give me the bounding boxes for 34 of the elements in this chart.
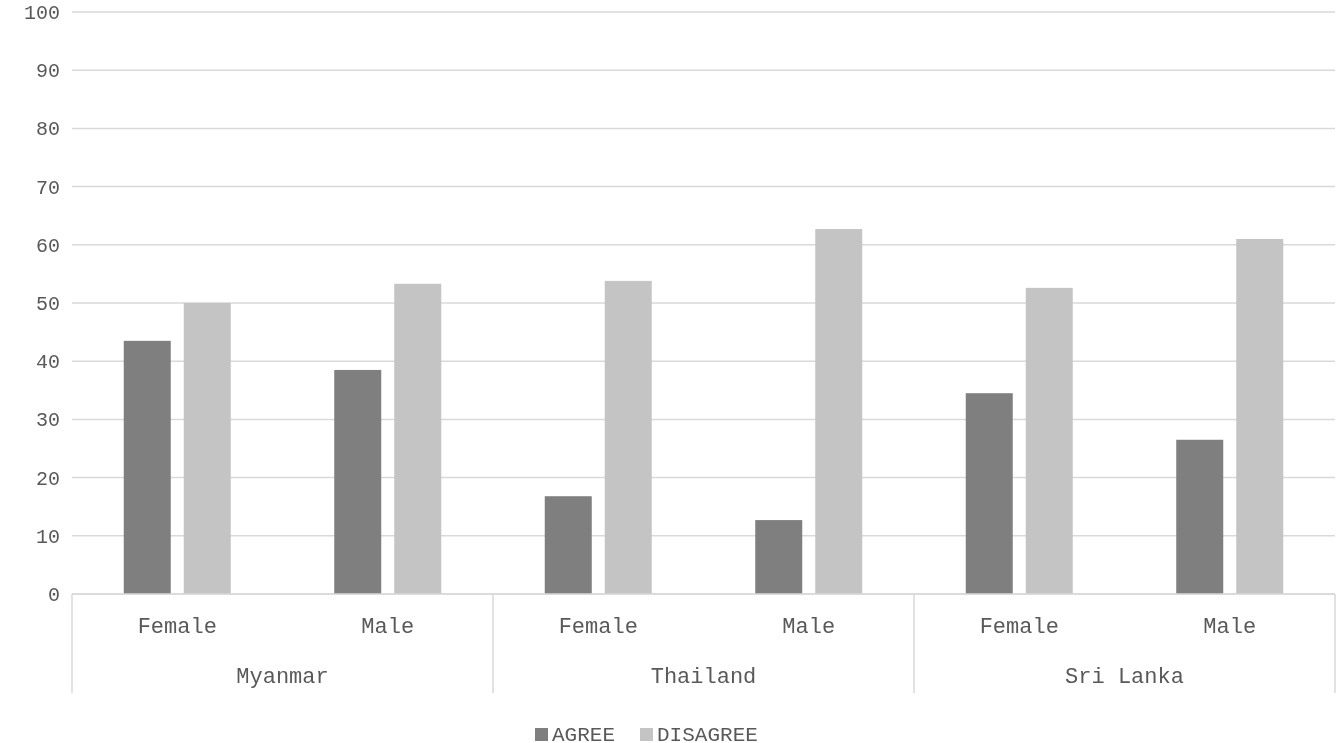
y-tick-label: 100: [23, 1, 60, 25]
bar: [1176, 439, 1224, 594]
bar: [394, 283, 442, 594]
y-tick-label: 80: [35, 118, 60, 142]
x-tick-label: Male: [361, 615, 415, 640]
y-tick-label: 90: [35, 60, 60, 84]
bar: [544, 496, 592, 594]
bar: [1025, 287, 1073, 594]
text: Myanmar: [236, 665, 329, 690]
y-tick-label: 20: [35, 467, 60, 491]
legend-label: DISAGREE: [657, 724, 758, 743]
bar: [815, 229, 863, 594]
x-tick-label: Female: [979, 615, 1059, 640]
text: Thailand: [650, 665, 757, 690]
x-tick-label: Male: [1203, 615, 1257, 640]
bar: [123, 340, 171, 594]
y-tick-label: 60: [35, 234, 60, 258]
bar: [965, 393, 1013, 594]
bar: [334, 369, 382, 594]
x-tick-label: Female: [137, 615, 217, 640]
y-tick-label: 40: [35, 351, 60, 375]
x-tick-label: Male: [782, 615, 836, 640]
bar: [604, 280, 652, 594]
y-tick-label: 0: [47, 583, 60, 607]
y-tick-label: 30: [35, 409, 60, 433]
bar: [755, 520, 803, 594]
bar: [183, 303, 231, 594]
bar: [1236, 238, 1284, 594]
y-tick-label: 10: [35, 525, 60, 549]
y-tick-label: 50: [35, 292, 60, 316]
legend-label: AGREE: [552, 724, 616, 743]
text: Sri Lanka: [1065, 665, 1184, 690]
y-tick-label: 70: [35, 176, 60, 200]
x-tick-label: Female: [558, 615, 638, 640]
